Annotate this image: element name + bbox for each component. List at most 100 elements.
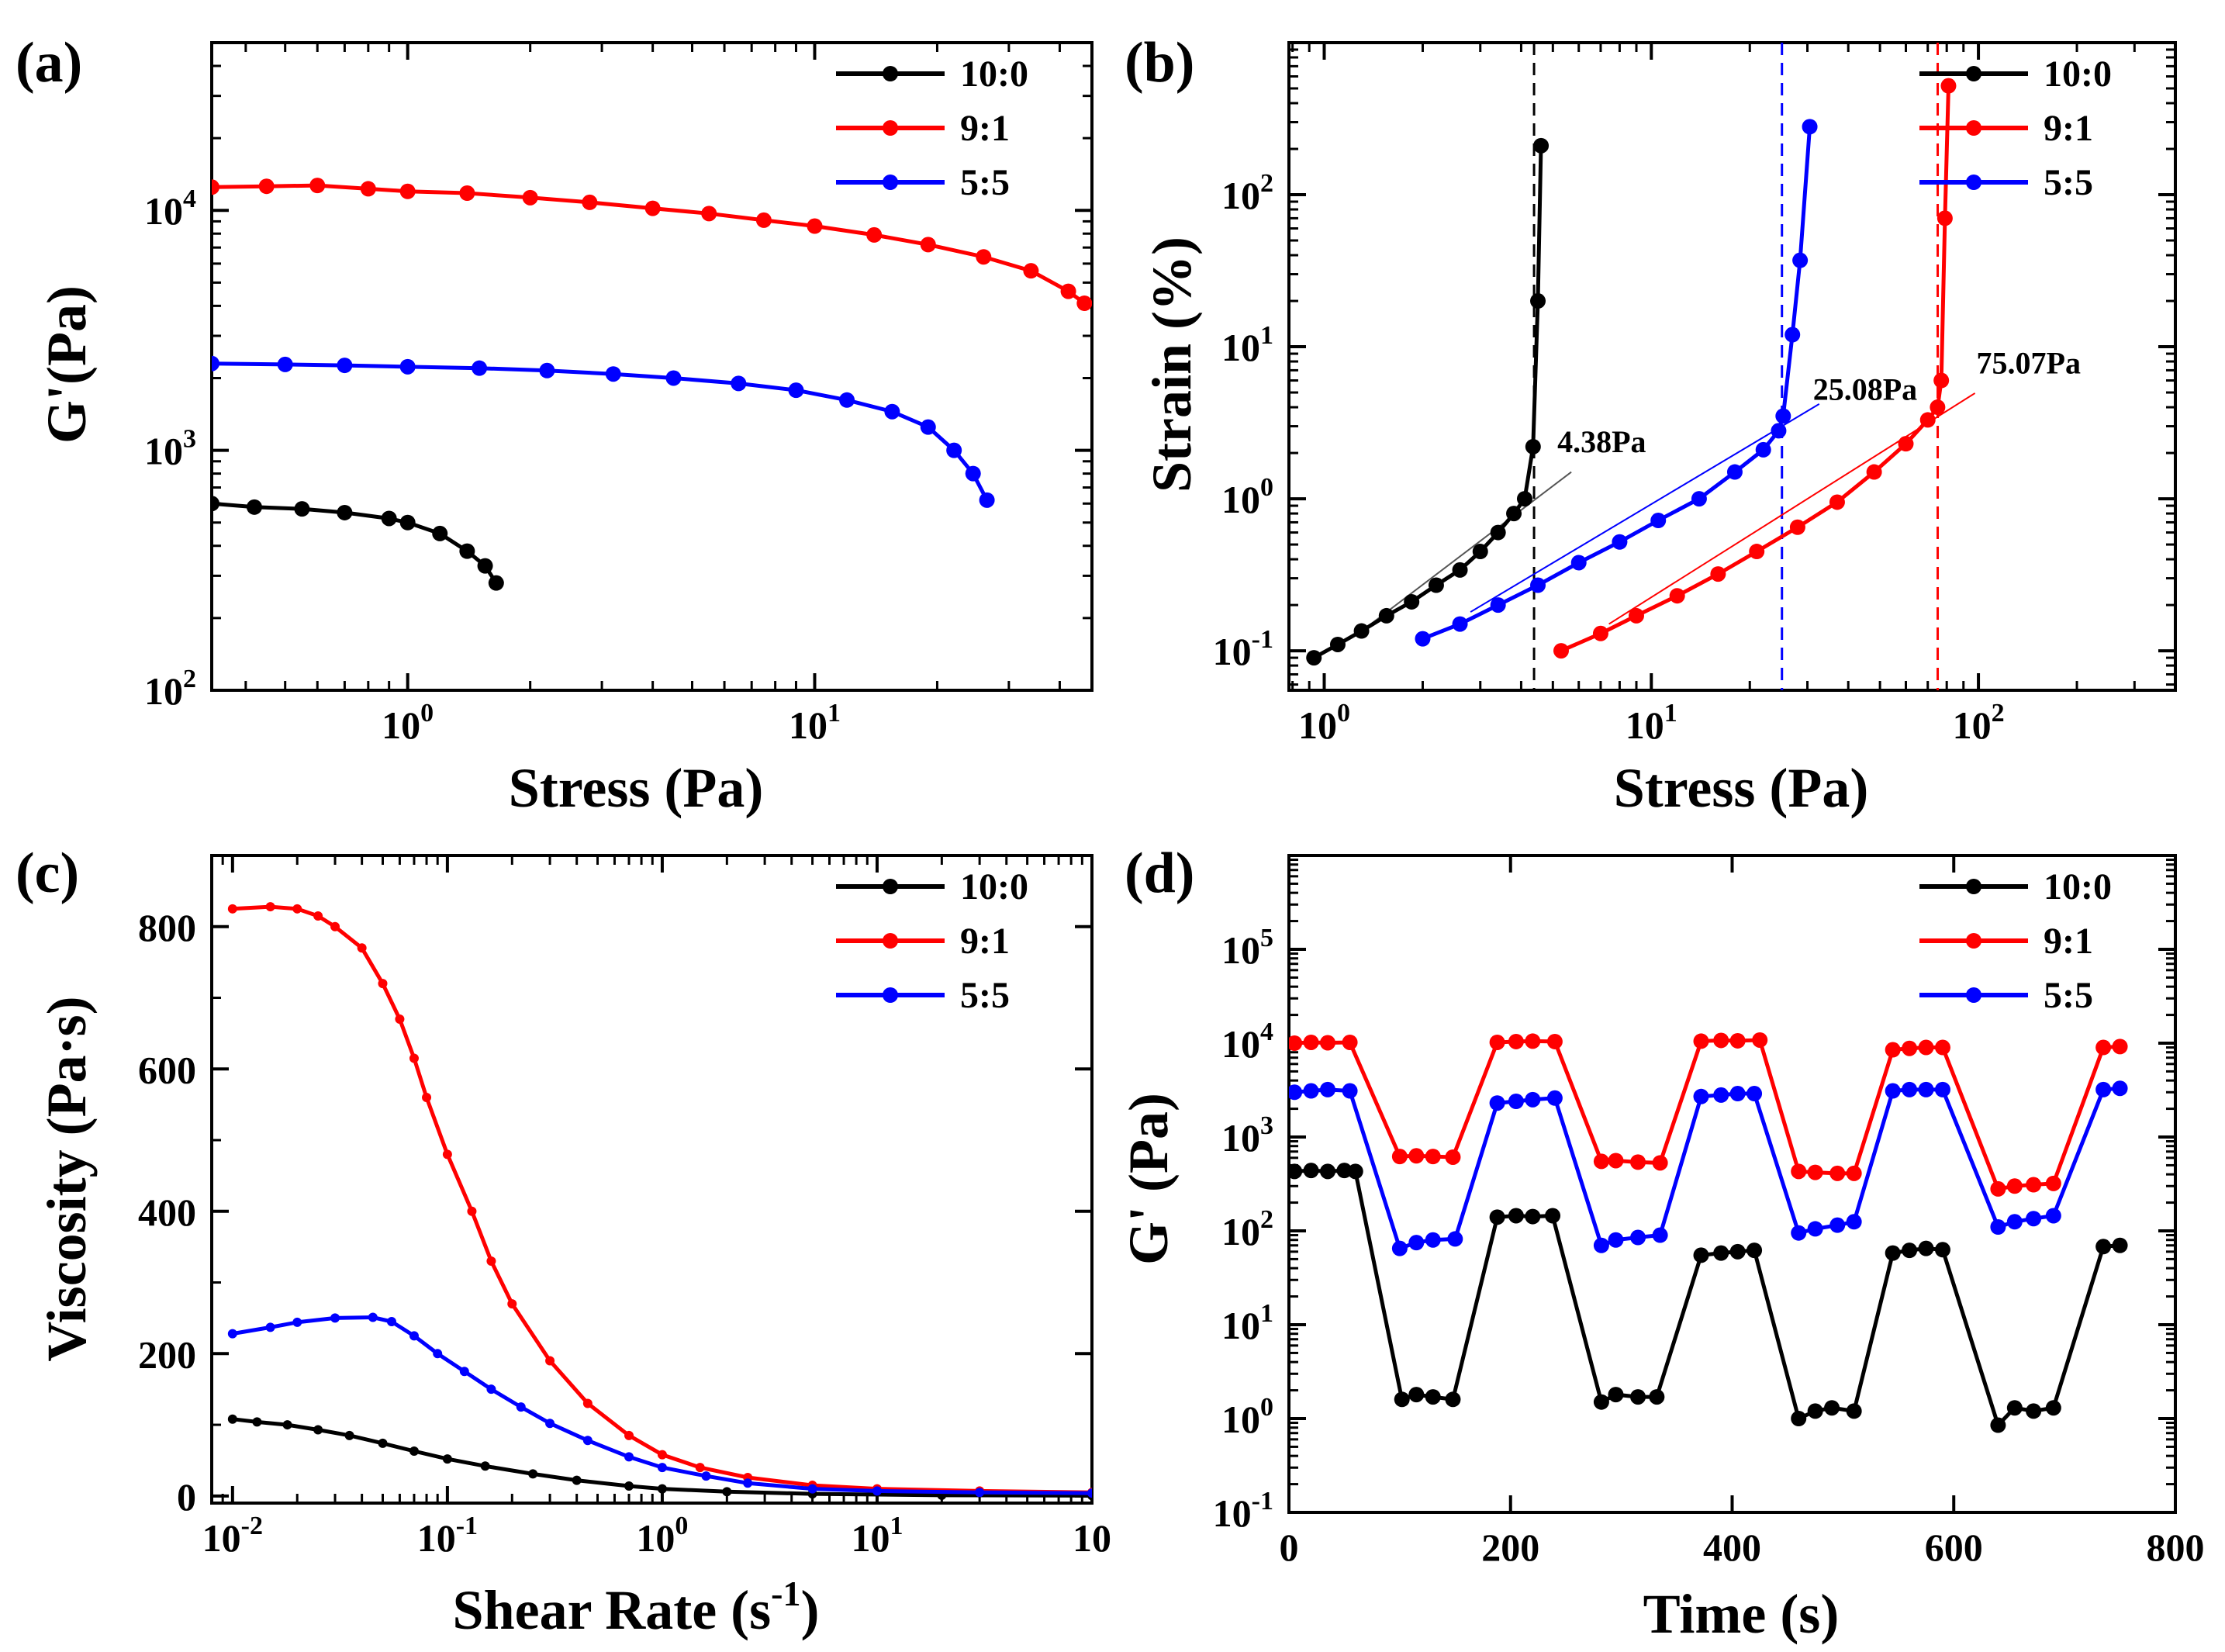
series-10-0	[1306, 137, 1550, 666]
y-tick-label: 800	[138, 906, 196, 949]
data-point	[246, 499, 262, 515]
y-tick-label: 104	[1221, 1018, 1273, 1066]
data-point	[1807, 1164, 1823, 1180]
data-point	[409, 1446, 419, 1457]
legend-swatch-marker	[883, 175, 898, 190]
data-point	[1408, 1387, 1425, 1403]
data-point	[1608, 1387, 1624, 1403]
series-line	[1560, 85, 1950, 653]
data-point	[330, 921, 340, 931]
data-point	[522, 189, 538, 206]
legend-entry: 9:1	[2044, 108, 2093, 149]
data-point	[1630, 1229, 1646, 1246]
data-point	[701, 1471, 711, 1481]
data-point	[701, 206, 717, 222]
data-point	[920, 237, 936, 253]
data-point	[467, 1206, 477, 1216]
x-tick-label: 102	[1953, 699, 2005, 747]
y-tick-label: 100	[1221, 473, 1273, 521]
data-point	[277, 356, 293, 372]
yield-label: 75.07Pa	[1977, 345, 2081, 380]
data-point	[282, 1420, 292, 1430]
data-point	[979, 492, 995, 508]
data-point	[433, 1349, 443, 1359]
y-tick-label: 103	[1221, 1111, 1273, 1160]
data-point	[1729, 1032, 1746, 1049]
data-point	[1885, 1083, 1901, 1099]
data-point	[807, 218, 823, 234]
data-point	[624, 1452, 634, 1462]
data-point	[1415, 631, 1431, 647]
x-tick-label: 100	[636, 1512, 688, 1560]
data-point	[1824, 1400, 1840, 1416]
data-point	[1775, 408, 1791, 424]
x-tick-label: 600	[1925, 1526, 1983, 1569]
data-point	[1303, 1083, 1319, 1099]
legend-swatch-marker	[883, 987, 898, 1003]
data-point	[337, 504, 353, 520]
series-line	[212, 183, 1086, 306]
data-point	[1866, 464, 1882, 480]
data-point	[313, 1425, 323, 1435]
y-axis-title: Viscosity (Pa·s)	[36, 996, 98, 1361]
data-point	[1490, 524, 1506, 541]
data-point	[695, 1463, 705, 1473]
data-point	[480, 1461, 490, 1471]
data-point	[1885, 1245, 1901, 1261]
data-point	[212, 496, 219, 512]
data-point	[1391, 1240, 1408, 1256]
data-point	[294, 501, 310, 517]
legend-swatch-marker	[883, 879, 898, 894]
data-point	[1490, 597, 1506, 613]
data-point	[1802, 119, 1818, 135]
data-point	[1404, 593, 1420, 610]
data-point	[1902, 1242, 1918, 1259]
legend-swatch-marker	[883, 66, 898, 81]
x-axis-title: Shear Rate (s-1)	[453, 1574, 820, 1641]
x-axis-title: Stress (Pa)	[509, 757, 764, 819]
data-point	[399, 514, 416, 531]
data-point	[582, 1436, 593, 1446]
y-tick-label: 10-1	[1213, 1487, 1273, 1535]
data-point	[1902, 1040, 1918, 1056]
data-point	[459, 543, 475, 559]
data-point	[2045, 1175, 2061, 1191]
data-point	[1829, 1217, 1846, 1233]
data-point	[2112, 1039, 2128, 1055]
panel-d-g-prime-vs-time: (d) 0 200 400 600 800 10-1 100 101 102 103 104 105 Ti…	[1118, 842, 2205, 1645]
data-point	[337, 358, 353, 374]
data-point	[539, 362, 555, 378]
data-point	[386, 1317, 396, 1327]
legend-entry: 9:1	[960, 921, 1010, 962]
data-point	[1791, 1225, 1807, 1241]
y-tick-label: 200	[138, 1332, 196, 1376]
data-point	[1846, 1165, 1862, 1181]
x-tick-label: 400	[1703, 1526, 1761, 1569]
legend-entry: 10:0	[960, 54, 1028, 95]
y-tick-label: 102	[1221, 169, 1273, 217]
data-point	[582, 194, 598, 210]
data-point	[1570, 555, 1587, 571]
yield-tangent-line	[1470, 403, 1820, 613]
x-tick-label: 100	[382, 699, 434, 747]
data-point	[1525, 1033, 1541, 1049]
data-point	[381, 510, 397, 527]
data-point	[1746, 1086, 1763, 1102]
y-tick-label: 400	[138, 1191, 196, 1234]
data-point	[545, 1419, 555, 1429]
data-point	[976, 249, 992, 265]
series-10-0	[1289, 1163, 2128, 1433]
data-point	[1329, 636, 1346, 652]
data-point	[2006, 1400, 2023, 1416]
legend-swatch-marker	[883, 120, 898, 136]
data-point	[1749, 544, 1765, 560]
data-point	[1530, 293, 1546, 309]
data-point	[1347, 1163, 1363, 1180]
legend-swatch-marker	[1966, 879, 1981, 894]
data-point	[2006, 1178, 2023, 1194]
data-point	[378, 1438, 388, 1448]
series-9-1	[212, 178, 1092, 312]
data-point	[1628, 607, 1644, 624]
data-point	[866, 226, 883, 243]
